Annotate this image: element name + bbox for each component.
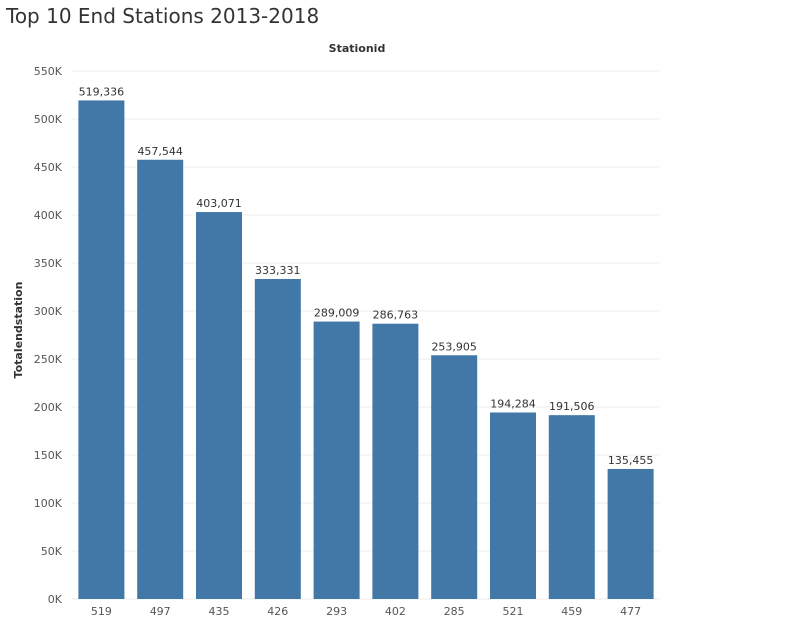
y-tick-label: 300K bbox=[34, 305, 63, 318]
data-label: 457,544 bbox=[137, 145, 183, 158]
x-tick-label: 285 bbox=[444, 605, 465, 618]
x-tick-label: 426 bbox=[267, 605, 288, 618]
bar-477[interactable] bbox=[607, 468, 654, 599]
data-label: 289,009 bbox=[314, 307, 360, 320]
bar-497[interactable] bbox=[137, 159, 184, 600]
y-tick-label: 500K bbox=[34, 113, 63, 126]
data-label: 286,763 bbox=[373, 309, 419, 322]
data-label: 191,506 bbox=[549, 400, 595, 413]
y-axis-title: Totalendstation bbox=[12, 282, 25, 379]
x-tick-label: 477 bbox=[620, 605, 641, 618]
x-tick-label: 497 bbox=[150, 605, 171, 618]
bars bbox=[78, 100, 654, 600]
x-tick-label: 519 bbox=[91, 605, 112, 618]
bar-459[interactable] bbox=[548, 415, 595, 599]
x-axis-title: Stationid bbox=[329, 42, 386, 55]
x-tick-label: 435 bbox=[209, 605, 230, 618]
y-tick-label: 350K bbox=[34, 257, 63, 270]
x-tick-label: 459 bbox=[561, 605, 582, 618]
data-label: 194,284 bbox=[490, 397, 536, 410]
data-labels: 519,336 457,544 403,071 333,331 289,009 286,7… bbox=[79, 85, 654, 467]
bar-293[interactable] bbox=[313, 321, 360, 599]
bar-426[interactable] bbox=[254, 279, 301, 599]
page-title: Top 10 End Stations 2013-2018 bbox=[6, 4, 320, 28]
data-label: 403,071 bbox=[196, 197, 242, 210]
y-tick-label: 400K bbox=[34, 209, 63, 222]
y-tick-label: 100K bbox=[34, 497, 63, 510]
bar-521[interactable] bbox=[490, 412, 536, 599]
bar-435[interactable] bbox=[196, 212, 242, 600]
y-tick-label: 150K bbox=[34, 449, 63, 462]
x-tick-label: 521 bbox=[503, 605, 524, 618]
y-axis-ticks: 0K 50K 100K 150K 200K 250K 300K 350K 400K 450K 500… bbox=[34, 65, 63, 606]
y-tick-label: 0K bbox=[48, 593, 63, 606]
y-tick-label: 50K bbox=[41, 545, 63, 558]
data-label: 135,455 bbox=[608, 454, 654, 467]
y-tick-label: 550K bbox=[34, 65, 63, 78]
data-label: 519,336 bbox=[79, 85, 125, 98]
x-tick-label: 293 bbox=[326, 605, 347, 618]
bar-519[interactable] bbox=[78, 100, 125, 599]
y-tick-label: 450K bbox=[34, 161, 63, 174]
data-label: 333,331 bbox=[255, 264, 301, 277]
x-tick-label: 402 bbox=[385, 605, 406, 618]
y-tick-label: 200K bbox=[34, 401, 63, 414]
y-tick-label: 250K bbox=[34, 353, 63, 366]
bar-285[interactable] bbox=[431, 355, 478, 599]
data-label: 253,905 bbox=[431, 340, 477, 353]
bar-402[interactable] bbox=[372, 323, 419, 599]
x-axis-ticks: 519 497 435 426 293 402 285 521 459 477 bbox=[91, 605, 641, 618]
